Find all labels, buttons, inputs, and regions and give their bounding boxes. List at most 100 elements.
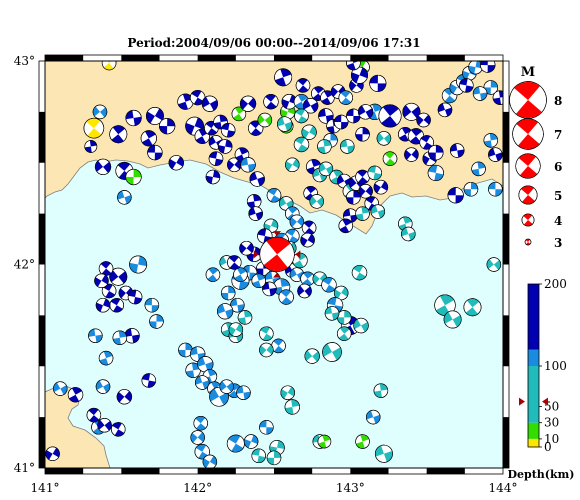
focal-mechanism — [94, 273, 109, 289]
focal-mechanism — [404, 147, 419, 162]
focal-mechanism — [309, 194, 324, 209]
focal-mechanism — [248, 206, 263, 221]
focal-mechanism — [112, 330, 128, 346]
longitude-axis: 141° 142° 143° 144° — [31, 481, 518, 495]
focal-mechanism — [321, 277, 337, 293]
highlight-marker — [273, 231, 282, 237]
focal-mechanism — [125, 109, 142, 127]
focal-mechanism — [185, 362, 201, 378]
latitude-axis: 43° 42° 41° — [14, 54, 35, 475]
honshu-land — [45, 385, 111, 468]
focal-mechanism — [295, 78, 311, 93]
focal-mechanism — [301, 124, 317, 140]
focal-mechanism — [434, 294, 456, 316]
depth-color-band — [528, 284, 539, 350]
focal-mechanism — [274, 68, 293, 87]
focal-mechanism — [293, 136, 310, 153]
focal-mechanism — [67, 387, 84, 403]
focal-mechanism — [195, 375, 210, 390]
focal-mechanism — [249, 171, 265, 187]
focal-mechanism — [168, 155, 184, 171]
focal-mechanism — [333, 285, 349, 301]
focal-mechanism — [259, 326, 274, 341]
depth-tick-label: 30 — [544, 416, 559, 430]
focal-mechanism — [463, 181, 479, 197]
focal-mechanism — [111, 422, 126, 437]
focal-mechanism — [472, 86, 488, 101]
focal-mechanism — [358, 184, 373, 199]
magnitude-legend-symbol — [518, 185, 538, 205]
magnitude-legend-label: 4 — [554, 214, 562, 228]
focal-mechanism — [95, 379, 111, 394]
focal-mechanism — [292, 252, 308, 269]
highlight-marker — [295, 250, 301, 259]
focal-mechanism — [317, 139, 332, 154]
focal-mechanism — [178, 342, 193, 358]
focal-mechanism — [443, 310, 462, 329]
focal-mechanism — [416, 112, 431, 128]
focal-mechanism — [117, 190, 132, 205]
focal-mechanism — [205, 169, 221, 185]
focal-mechanism — [437, 102, 453, 118]
focal-mechanism — [428, 144, 444, 161]
focal-mechanism — [401, 226, 416, 242]
focal-mechanism — [367, 165, 383, 181]
focal-mechanism — [257, 112, 273, 128]
depth-tick-label: 100 — [544, 359, 567, 373]
magnitude-legend-label: 3 — [554, 236, 562, 250]
focal-mechanism — [488, 147, 503, 162]
focal-mechanism — [294, 108, 309, 124]
focal-mechanism — [94, 158, 112, 175]
focal-mechanism — [486, 257, 502, 272]
depth-color-band — [528, 422, 539, 439]
focal-mechanism — [373, 179, 389, 195]
focal-mechanism — [53, 381, 68, 396]
focal-mechanism — [233, 267, 248, 282]
focal-mechanism — [45, 446, 60, 461]
magnitude-legend: M 8 7 6 5 4 3 — [509, 65, 562, 250]
focal-mechanism — [205, 267, 221, 282]
focal-mechanism — [145, 106, 164, 125]
focal-mechanism — [365, 409, 381, 425]
depth-color-band — [528, 349, 539, 366]
focal-mechanism — [277, 116, 293, 132]
focal-mechanism — [357, 104, 374, 120]
magnitude-legend-label: 7 — [554, 128, 562, 142]
focal-mechanism — [144, 297, 160, 313]
focal-mechanism — [84, 140, 98, 153]
focal-mechanism — [141, 373, 157, 388]
focal-mechanism — [149, 314, 164, 329]
focal-mechanism — [353, 317, 369, 334]
focal-mechanism — [227, 255, 242, 270]
lon-tick-label: 142° — [183, 481, 212, 495]
hokkaido-land — [45, 61, 503, 235]
focal-mechanism — [355, 169, 370, 185]
magnitude-legend-symbol — [515, 153, 541, 179]
focal-mechanism — [193, 415, 208, 431]
magnitude-legend-symbol — [524, 238, 532, 246]
focal-mechanism — [318, 108, 334, 124]
focal-mechanism — [251, 448, 266, 464]
focal-mechanisms — [45, 61, 503, 468]
focal-mechanism — [297, 283, 312, 299]
depth-marker — [519, 397, 548, 406]
focal-mechanism — [278, 289, 294, 305]
depth-color-band — [528, 366, 539, 423]
focal-mechanism — [190, 430, 205, 445]
focal-mechanism — [125, 168, 142, 186]
focal-mechanism — [449, 143, 465, 158]
focal-mechanism — [355, 127, 370, 142]
focal-mechanism — [483, 133, 499, 148]
depth-bar-frame — [527, 283, 540, 448]
focal-mechanism — [124, 328, 140, 344]
frame-checkerboard — [38, 54, 510, 475]
map-area — [38, 54, 510, 475]
focal-mechanism — [374, 444, 393, 463]
focal-mechanism — [202, 454, 218, 468]
focal-mechanism — [95, 297, 111, 313]
depth-color-band — [528, 438, 539, 447]
focal-mechanism — [488, 181, 503, 197]
focal-mechanism — [285, 157, 300, 173]
